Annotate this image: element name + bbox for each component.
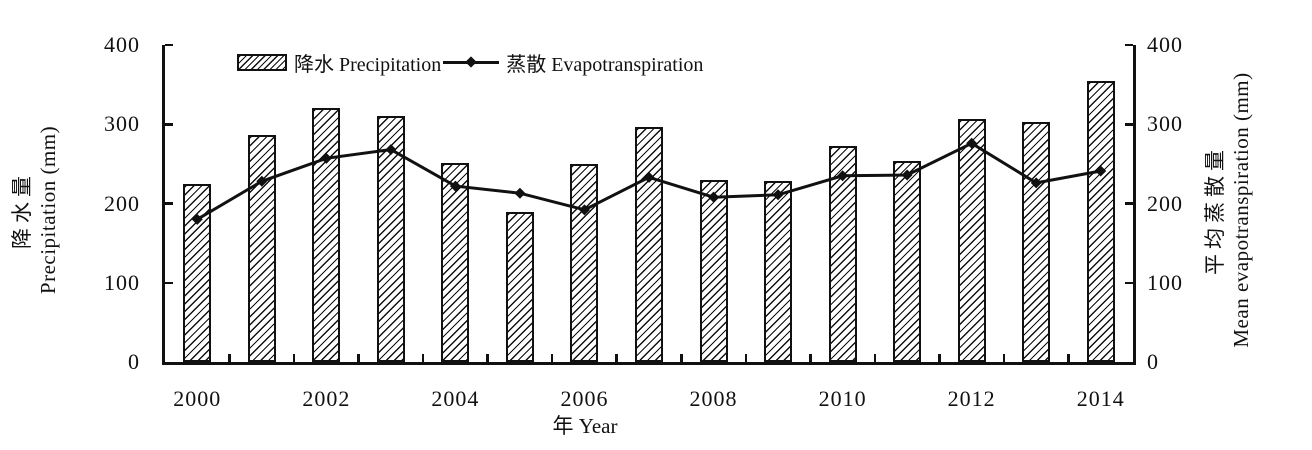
precipitation-bar-2014 xyxy=(1086,80,1115,362)
x-axis-tick-mark-3 xyxy=(357,354,360,362)
precipitation-bar-2008 xyxy=(699,179,728,362)
x-axis-tick-mark-5 xyxy=(486,354,489,362)
left-axis-tick-label-100: 100 xyxy=(104,269,140,295)
diamond-marker-2000 xyxy=(191,213,203,225)
diamond-marker-2008 xyxy=(708,191,720,203)
evapotranspiration-legend-label: 蒸散 Evapotranspiration xyxy=(506,53,704,76)
x-tick-label-2004: 2004 xyxy=(431,386,480,411)
right-axis-tick-label-300: 300 xyxy=(1147,111,1183,137)
x-tick-label-2014: 2014 xyxy=(1076,386,1125,411)
left-axis-tick-mark-100 xyxy=(165,281,173,284)
diamond-icon xyxy=(465,56,477,68)
precipitation-bar-2009 xyxy=(764,180,793,362)
diamond-marker-2002 xyxy=(320,152,332,164)
plot-area xyxy=(162,43,1136,365)
precipitation-bar-2005 xyxy=(505,212,534,362)
x-axis-tick-mark-10 xyxy=(809,354,812,362)
precipitation-bar-2010 xyxy=(828,145,857,362)
x-axis-tick-mark-11 xyxy=(873,354,877,362)
precipitation-bar-2013 xyxy=(1022,121,1051,362)
x-axis-tick-mark-13 xyxy=(1002,354,1006,362)
left-axis-title: 降水量 Precipitation (mm) xyxy=(9,126,61,294)
diamond-marker-2014 xyxy=(1095,165,1107,177)
precipitation-bar-2011 xyxy=(893,160,922,362)
precipitation-bar-2002 xyxy=(312,108,341,362)
x-tick-label-2010: 2010 xyxy=(818,386,867,411)
x-tick-label-2006: 2006 xyxy=(560,386,609,411)
right-axis-tick-label-100: 100 xyxy=(1147,269,1183,295)
diamond-marker-2007 xyxy=(643,171,655,183)
left-axis-title-chinese: 降水量 xyxy=(10,171,34,249)
left-axis-title-english: Precipitation (mm) xyxy=(36,125,60,295)
diamond-marker-2009 xyxy=(772,189,784,201)
diamond-marker-2005 xyxy=(514,187,526,199)
precipitation-bar-2003 xyxy=(376,115,405,362)
left-axis-tick-label-0: 0 xyxy=(128,349,140,374)
legend: 降水 Precipitation 蒸散 Evapotranspiration xyxy=(237,48,703,76)
x-axis-tick-mark-8 xyxy=(680,354,683,362)
x-axis-tick-mark-12 xyxy=(938,354,941,362)
precipitation-legend-swatch-icon xyxy=(237,53,287,71)
right-axis-tick-label-400: 400 xyxy=(1147,32,1183,57)
x-axis-tick-mark-6 xyxy=(550,354,554,362)
right-axis-tick-mark-400 xyxy=(1125,43,1133,47)
diamond-marker-2013 xyxy=(1030,177,1042,189)
left-axis-tick-label-400: 400 xyxy=(104,32,140,57)
precipitation-bar-2006 xyxy=(570,163,599,362)
x-tick-label-2002: 2002 xyxy=(302,386,351,411)
diamond-marker-2012 xyxy=(966,137,978,149)
diamond-marker-2001 xyxy=(256,175,268,187)
precipitation-bar-2004 xyxy=(441,163,470,362)
left-axis-tick-label-200: 200 xyxy=(104,190,140,216)
right-axis-tick-label-200: 200 xyxy=(1147,190,1183,216)
x-axis-tick-mark-7 xyxy=(615,354,618,362)
precipitation-bar-2012 xyxy=(957,119,986,362)
diamond-marker-2010 xyxy=(837,170,849,182)
left-axis-tick-mark-300 xyxy=(165,123,173,126)
x-axis-tick-mark-9 xyxy=(744,354,748,362)
precipitation-legend-label: 降水 Precipitation xyxy=(294,53,442,76)
left-axis-tick-mark-200 xyxy=(165,202,173,205)
diamond-marker-2004 xyxy=(449,180,461,192)
x-axis-tick-mark-2 xyxy=(292,354,296,362)
right-axis-title-english: Mean evapotranspiration (mm) xyxy=(1229,72,1253,348)
x-tick-label-2000: 2000 xyxy=(173,386,222,411)
evapotranspiration-line xyxy=(191,137,1107,225)
x-axis-title: 年 Year xyxy=(552,414,618,438)
diamond-marker-2003 xyxy=(385,144,397,156)
x-axis-tick-mark-1 xyxy=(228,354,231,362)
right-axis-tick-mark-100 xyxy=(1125,281,1133,284)
evapotranspiration-legend-marker-icon xyxy=(443,56,500,68)
right-axis-tick-mark-200 xyxy=(1125,202,1133,205)
right-axis-tick-label-0: 0 xyxy=(1147,349,1159,374)
precipitation-bar-2001 xyxy=(247,135,276,362)
precipitation-bar-2007 xyxy=(635,126,663,362)
right-axis-tick-mark-300 xyxy=(1125,123,1133,126)
diamond-marker-2011 xyxy=(901,169,913,181)
diamond-marker-2006 xyxy=(578,204,590,216)
x-tick-label-2012: 2012 xyxy=(947,386,996,411)
x-tick-label-2008: 2008 xyxy=(689,386,738,411)
x-axis-tick-mark-14 xyxy=(1067,354,1070,362)
x-axis-tick-mark-4 xyxy=(421,354,425,362)
left-axis-tick-mark-400 xyxy=(165,43,173,47)
left-axis-tick-label-300: 300 xyxy=(104,111,140,137)
